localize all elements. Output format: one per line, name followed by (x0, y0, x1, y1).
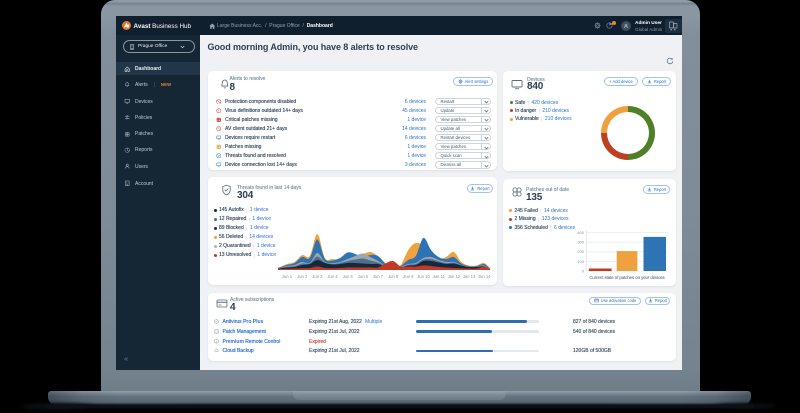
svg-text:Jun 3: Jun 3 (312, 274, 323, 279)
svg-text:Jun 1: Jun 1 (282, 274, 293, 279)
svg-text:Jun 12: Jun 12 (448, 274, 461, 279)
svg-text:Jun 7: Jun 7 (373, 274, 384, 279)
svg-text:Jun 11: Jun 11 (433, 274, 446, 279)
svg-text:200: 200 (577, 249, 584, 254)
svg-text:0: 0 (582, 268, 585, 273)
svg-text:Jun 8: Jun 8 (388, 274, 399, 279)
svg-text:300: 300 (577, 240, 584, 245)
svg-text:Jun 6: Jun 6 (358, 274, 369, 279)
svg-text:Jun 4: Jun 4 (327, 274, 338, 279)
svg-text:Jun 14: Jun 14 (478, 274, 490, 279)
svg-text:Jun 5: Jun 5 (343, 274, 354, 279)
svg-text:100: 100 (577, 259, 584, 264)
svg-text:Jun 10: Jun 10 (417, 274, 430, 279)
svg-text:Jun 9: Jun 9 (403, 274, 414, 279)
svg-text:400: 400 (577, 230, 584, 235)
svg-text:Jun 2: Jun 2 (297, 274, 308, 279)
svg-text:Jun 13: Jun 13 (463, 274, 476, 279)
